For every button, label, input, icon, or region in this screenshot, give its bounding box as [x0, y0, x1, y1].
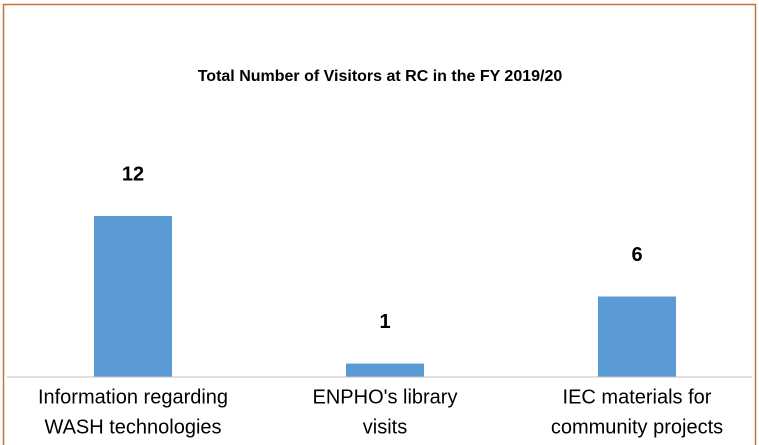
chart-title: Total Number of Visitors at RC in the FY…: [198, 68, 563, 85]
x-tick-label: Information regarding: [38, 386, 228, 408]
x-tick-label: IEC materials for: [563, 386, 712, 408]
data-label: 12: [122, 163, 144, 185]
bar: [94, 216, 172, 377]
data-label: 1: [379, 311, 390, 333]
bar: [346, 363, 424, 377]
data-label: 6: [631, 244, 642, 266]
bar: [598, 296, 676, 377]
x-tick-label: community projects: [551, 416, 723, 438]
x-tick-label: visits: [363, 416, 407, 438]
x-tick-label: ENPHO's library: [313, 386, 458, 408]
x-tick-label: WASH technologies: [44, 416, 221, 438]
